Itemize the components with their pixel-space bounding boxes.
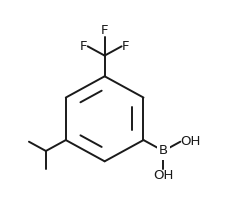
- Text: OH: OH: [180, 135, 200, 148]
- Text: OH: OH: [153, 170, 173, 182]
- Text: F: F: [80, 40, 87, 53]
- Text: B: B: [158, 145, 167, 157]
- Text: F: F: [121, 40, 128, 53]
- Text: F: F: [101, 24, 108, 37]
